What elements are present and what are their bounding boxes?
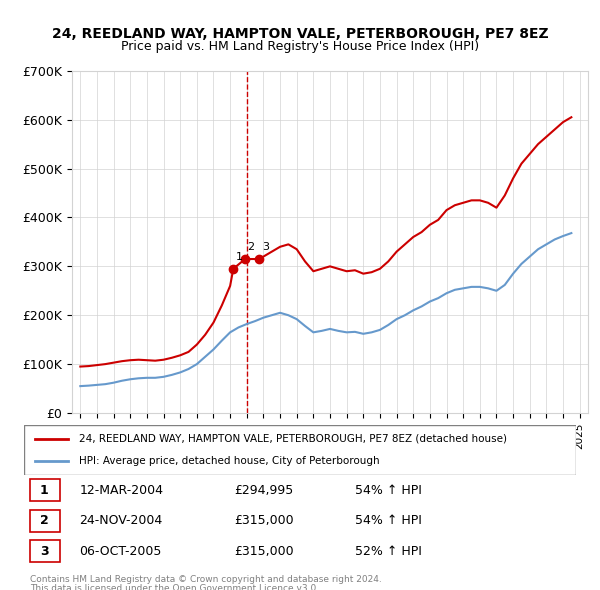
Text: Contains HM Land Registry data © Crown copyright and database right 2024.: Contains HM Land Registry data © Crown c… xyxy=(30,575,382,584)
Text: 24, REEDLAND WAY, HAMPTON VALE, PETERBOROUGH, PE7 8EZ: 24, REEDLAND WAY, HAMPTON VALE, PETERBOR… xyxy=(52,27,548,41)
Text: 2: 2 xyxy=(40,514,49,527)
Text: 24-NOV-2004: 24-NOV-2004 xyxy=(79,514,163,527)
Text: Price paid vs. HM Land Registry's House Price Index (HPI): Price paid vs. HM Land Registry's House … xyxy=(121,40,479,53)
Text: 52% ↑ HPI: 52% ↑ HPI xyxy=(355,545,422,558)
Text: £315,000: £315,000 xyxy=(234,514,293,527)
FancyBboxPatch shape xyxy=(29,540,60,562)
Text: £315,000: £315,000 xyxy=(234,545,293,558)
FancyBboxPatch shape xyxy=(24,425,576,475)
Text: 3: 3 xyxy=(40,545,49,558)
Text: 06-OCT-2005: 06-OCT-2005 xyxy=(79,545,161,558)
Text: 1: 1 xyxy=(40,484,49,497)
Text: 54% ↑ HPI: 54% ↑ HPI xyxy=(355,484,422,497)
Text: 54% ↑ HPI: 54% ↑ HPI xyxy=(355,514,422,527)
Text: 24, REEDLAND WAY, HAMPTON VALE, PETERBOROUGH, PE7 8EZ (detached house): 24, REEDLAND WAY, HAMPTON VALE, PETERBOR… xyxy=(79,434,507,444)
Text: 12-MAR-2004: 12-MAR-2004 xyxy=(79,484,163,497)
Text: 3: 3 xyxy=(262,242,269,252)
Text: £294,995: £294,995 xyxy=(234,484,293,497)
Text: This data is licensed under the Open Government Licence v3.0.: This data is licensed under the Open Gov… xyxy=(30,584,319,590)
FancyBboxPatch shape xyxy=(29,479,60,501)
Text: HPI: Average price, detached house, City of Peterborough: HPI: Average price, detached house, City… xyxy=(79,456,380,466)
Text: 1: 1 xyxy=(236,252,243,262)
Text: 2: 2 xyxy=(248,242,255,252)
FancyBboxPatch shape xyxy=(29,510,60,532)
